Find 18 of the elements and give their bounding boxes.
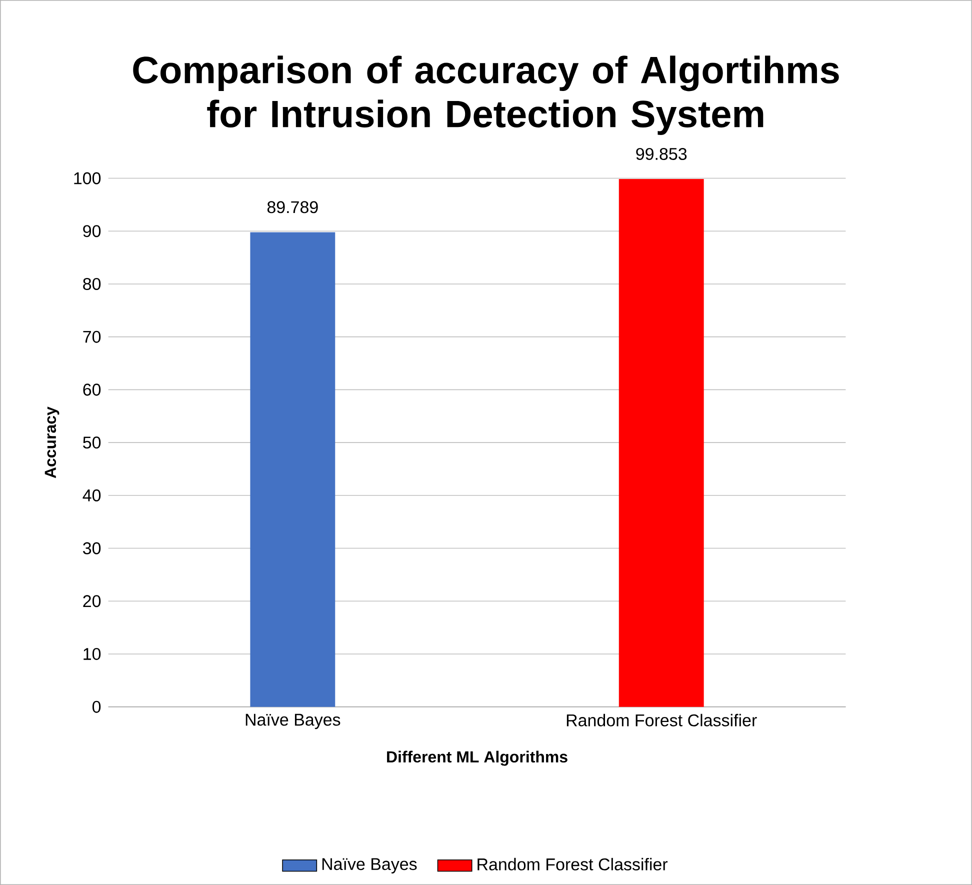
y-tick-label: 100: [74, 172, 101, 184]
legend-label: Random Forest Classifier: [478, 858, 668, 870]
y-axis-title: Accuracy: [44, 406, 60, 478]
data-label: 99.853: [636, 148, 687, 160]
y-tick-label: 30: [83, 542, 101, 554]
y-tick-label: 10: [84, 648, 101, 660]
legend-label: Naïve Bayes: [322, 858, 417, 874]
y-tick-label: 50: [83, 436, 101, 449]
y-tick-label: 60: [83, 384, 101, 396]
y-tick-label: 40: [82, 489, 101, 502]
x-axis-title: Different ML Algorithms: [387, 750, 568, 766]
y-tick-label: 80: [83, 278, 101, 290]
y-tick-label: 90: [83, 225, 101, 238]
data-label: 89.789: [267, 201, 318, 214]
y-tick-label: 0: [92, 700, 101, 713]
y-tick-label: 70: [83, 330, 101, 343]
chart-title: Comparison of accuracy of Algortihms for Intrusion Detection System: [133, 56, 839, 135]
y-tick-label: 20: [83, 595, 101, 608]
